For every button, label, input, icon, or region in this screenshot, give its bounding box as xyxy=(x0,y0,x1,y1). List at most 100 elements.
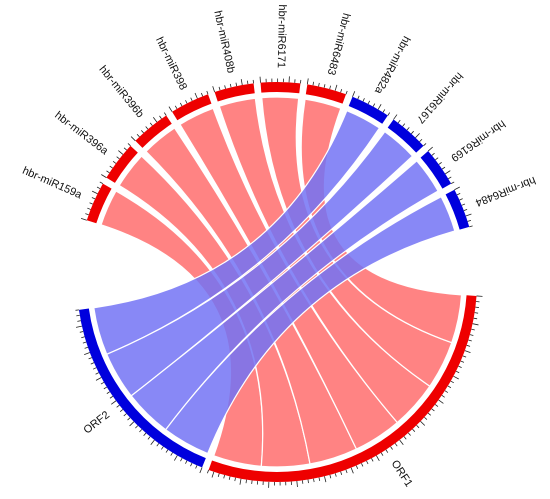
segment-arc xyxy=(387,119,424,153)
segment-label: hbr-miR396b xyxy=(96,64,146,121)
axis-tick xyxy=(194,92,198,99)
axis-tick xyxy=(366,460,369,465)
axis-tick xyxy=(139,429,143,433)
axis-tick xyxy=(407,432,411,436)
segment-label: hbr-miR6483 xyxy=(325,12,352,77)
axis-tick xyxy=(95,372,99,375)
segment-label: hbr-miR408b xyxy=(211,10,236,75)
axis-tick xyxy=(103,386,108,390)
axis-tick xyxy=(471,328,475,331)
axis-tick xyxy=(318,82,320,87)
axis-tick xyxy=(119,409,124,412)
axis-tick xyxy=(411,130,414,135)
axis-tick xyxy=(207,469,209,474)
axis-tick xyxy=(76,314,80,317)
segment-arc xyxy=(348,96,388,124)
axis-tick xyxy=(229,83,232,88)
segment-label: hbr-miR6169 xyxy=(449,117,508,163)
axis-tick xyxy=(106,170,110,174)
segment-label: hbr-miR6167 xyxy=(414,70,465,126)
axis-tick xyxy=(127,143,131,147)
axis-tick xyxy=(168,106,173,112)
axis-tick xyxy=(329,474,332,479)
axis-tick xyxy=(324,476,327,483)
axis-tick xyxy=(296,480,298,488)
chord-ribbon xyxy=(164,195,456,455)
axis-tick xyxy=(462,355,467,358)
axis-tick xyxy=(240,79,243,86)
axis-tick xyxy=(464,350,471,354)
axis-tick xyxy=(135,425,139,429)
segment-arc xyxy=(260,82,301,94)
segment-arc xyxy=(172,94,212,121)
axis-tick xyxy=(472,323,479,326)
axis-tick xyxy=(156,443,160,447)
axis-tick xyxy=(90,362,95,365)
axis-tick xyxy=(318,477,321,482)
axis-tick xyxy=(445,170,451,175)
axis-tick xyxy=(372,103,376,107)
axis-tick xyxy=(460,360,465,363)
axis-tick xyxy=(190,97,193,102)
axis-tick xyxy=(382,109,386,113)
axis-tick xyxy=(390,446,393,450)
axis-tick xyxy=(416,424,420,429)
axis-tick xyxy=(345,90,348,95)
axis-tick xyxy=(461,203,466,206)
axis-tick xyxy=(459,198,463,201)
axis-tick xyxy=(403,436,407,440)
axis-tick xyxy=(463,208,468,211)
axis-tick xyxy=(91,197,96,200)
axis-tick xyxy=(367,100,371,105)
axis-tick xyxy=(224,85,226,89)
axis-tick xyxy=(147,436,151,440)
axis-tick xyxy=(84,346,89,349)
axis-tick xyxy=(235,82,238,87)
segment-arc xyxy=(135,115,172,148)
axis-tick xyxy=(355,465,359,469)
axis-tick xyxy=(106,391,110,394)
segment-label: hbr-miR6484 xyxy=(474,174,538,209)
axis-tick xyxy=(469,334,474,336)
axis-tick xyxy=(424,416,428,420)
axis-tick xyxy=(109,165,113,169)
axis-tick xyxy=(129,421,135,427)
axis-tick xyxy=(200,92,204,97)
ribbons-layer xyxy=(93,96,463,468)
axis-tick xyxy=(340,88,343,93)
axis-tick xyxy=(170,452,173,456)
axis-tick xyxy=(453,375,459,380)
axis-tick xyxy=(161,446,164,450)
axis-tick xyxy=(143,432,147,436)
axis-tick xyxy=(109,395,114,399)
axis-tick xyxy=(456,193,461,196)
axis-tick xyxy=(420,421,426,426)
axis-tick xyxy=(385,449,389,453)
axis-tick xyxy=(329,85,331,90)
axis-tick xyxy=(190,462,193,467)
axis-tick xyxy=(123,147,127,151)
axis-tick xyxy=(468,339,472,342)
segment-arc xyxy=(445,189,470,230)
segment-arc xyxy=(214,83,255,102)
axis-tick xyxy=(185,460,188,464)
axis-tick xyxy=(371,458,374,462)
axis-tick xyxy=(427,412,431,416)
axis-tick xyxy=(211,471,215,478)
axis-tick xyxy=(313,478,315,483)
segment-label: hbr-miR482a xyxy=(372,34,413,97)
segment-label: ORF2 xyxy=(81,409,112,437)
axis-tick xyxy=(217,473,220,477)
axis-tick xyxy=(352,91,356,97)
segment-label: hbr-miR159a xyxy=(20,165,84,202)
axis-tick xyxy=(165,449,169,453)
axis-tick xyxy=(376,455,380,461)
axis-tick xyxy=(91,190,98,195)
axis-tick xyxy=(245,479,247,484)
axis-tick xyxy=(377,104,382,110)
axis-tick xyxy=(212,86,215,93)
axis-tick xyxy=(441,166,446,170)
axis-tick xyxy=(116,404,120,408)
axis-tick xyxy=(85,213,89,216)
axis-tick xyxy=(362,98,365,102)
